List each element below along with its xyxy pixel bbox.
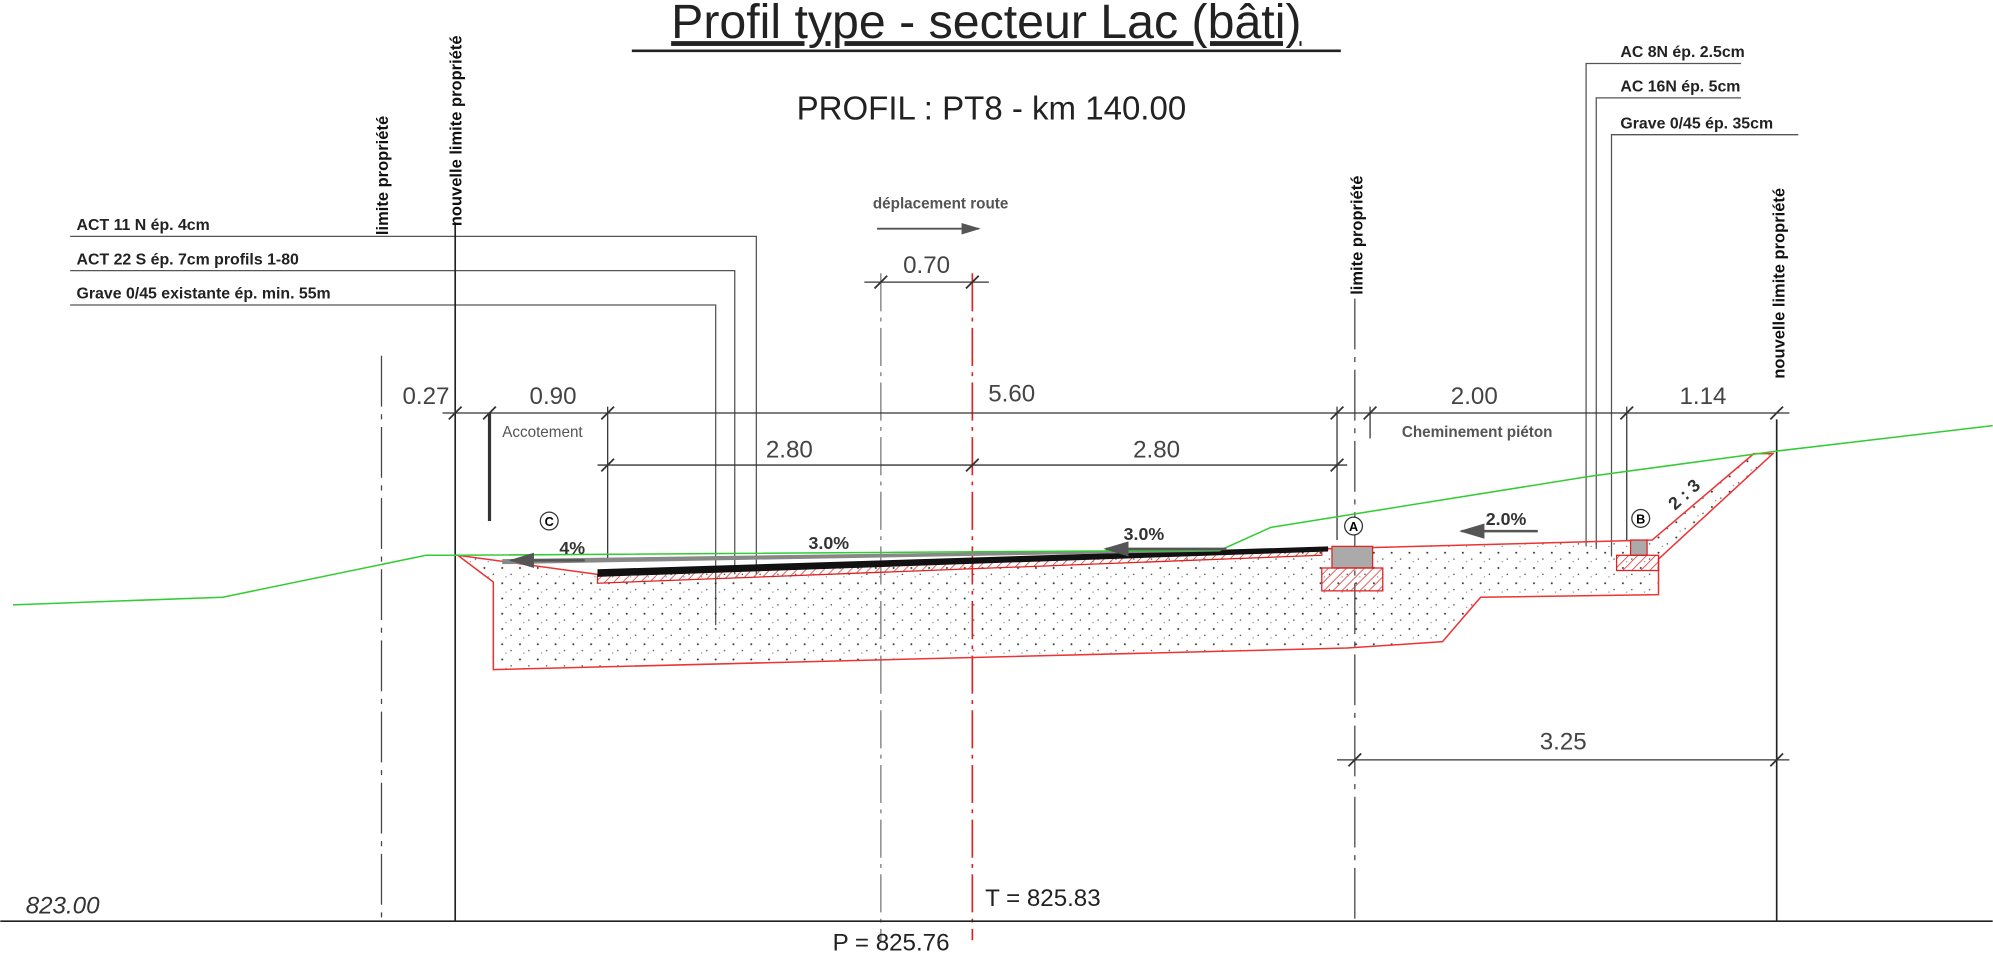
subtitle: PROFIL : PT8 - km 140.00 xyxy=(797,89,1187,126)
layer-label: AC 8N ép. 2.5cm xyxy=(1620,44,1744,61)
marker-circle xyxy=(1631,508,1651,528)
dimension-lines xyxy=(442,281,1790,761)
dim-label: 1.14 xyxy=(1680,383,1727,410)
shoulder-surface xyxy=(502,548,1221,565)
slope-arrows xyxy=(508,523,1538,568)
curb-b xyxy=(1629,539,1648,556)
curb-b-foundation xyxy=(1615,554,1660,572)
marker-label: C xyxy=(545,515,554,529)
dim-tick xyxy=(448,275,1784,767)
zone-label: Cheminement piéton xyxy=(1402,424,1553,441)
reference-level: 823.00 xyxy=(26,893,100,920)
title: Profil type - secteur Lac (bâti) xyxy=(671,0,1301,49)
dim-label: 0.90 xyxy=(530,383,577,410)
slope-label: 4% xyxy=(559,538,585,558)
zone-label: Accotement xyxy=(502,424,583,441)
property-label: limite propriété xyxy=(1348,176,1366,295)
dim-label: 5.60 xyxy=(988,381,1035,408)
leader xyxy=(1585,62,1742,547)
leader xyxy=(1595,97,1742,549)
layer-label: Grave 0/45 ép. 35cm xyxy=(1620,115,1773,132)
layer-label: Grave 0/45 existante ép. min. 55m xyxy=(77,286,331,303)
dim-label: 2.80 xyxy=(766,436,813,463)
level-T: T = 825.83 xyxy=(985,885,1101,912)
dim-label: 2.80 xyxy=(1133,436,1180,463)
leader xyxy=(70,235,757,575)
slope-label: 2.0% xyxy=(1486,509,1527,529)
leader xyxy=(1610,134,1799,557)
dim-ticks xyxy=(448,275,1784,767)
marker-label: B xyxy=(1636,513,1645,527)
marker-circle xyxy=(539,511,559,531)
level-P: P = 825.76 xyxy=(833,929,950,953)
property-label: nouvelle limite propriété xyxy=(1770,188,1788,379)
layer-label: ACT 11 N ép. 4cm xyxy=(77,217,210,234)
curb-a xyxy=(1331,545,1374,569)
dim-label: 0.70 xyxy=(903,252,950,279)
layer-leaders xyxy=(70,62,1799,626)
layer-label: ACT 22 S ép. 7cm profils 1-80 xyxy=(77,251,299,268)
dim-label: 2.00 xyxy=(1451,383,1498,410)
layer-label: AC 16N ép. 5cm xyxy=(1620,78,1740,95)
slope-label: 3.0% xyxy=(809,533,850,553)
marker-circle xyxy=(1344,516,1364,536)
dim-label: 0.27 xyxy=(402,383,449,410)
wearing-course xyxy=(597,546,1329,577)
property-label: nouvelle limite propriété xyxy=(448,35,466,226)
leader xyxy=(70,304,717,626)
curb-a-foundation xyxy=(1321,567,1384,592)
shift-label: déplacement route xyxy=(873,195,1008,212)
dim-label: 3.25 xyxy=(1540,729,1587,756)
property-label: limite propriété xyxy=(374,116,392,235)
slope-label: 3.0% xyxy=(1124,524,1165,544)
leader xyxy=(70,270,736,575)
marker-label: A xyxy=(1349,520,1358,534)
